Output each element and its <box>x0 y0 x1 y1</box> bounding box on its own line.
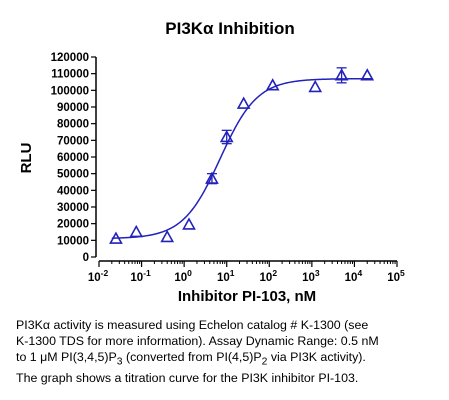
y-tick-label: 40000 <box>57 185 89 197</box>
caption-line-1: PI3Kα activity is measured using Echelon… <box>16 318 369 332</box>
data-point <box>360 68 375 81</box>
y-tick-label: 90000 <box>57 102 89 114</box>
data-point <box>334 68 349 81</box>
fit-curve <box>111 77 372 239</box>
x-tick-label: 101 <box>217 268 235 284</box>
data-point <box>236 96 251 109</box>
x-tick-label: 10-2 <box>88 268 109 284</box>
data-points <box>109 67 375 244</box>
caption-line-4: The graph shows a titration curve for th… <box>16 371 359 386</box>
caption-line-2: K-1300 TDS for more information). Assay … <box>16 334 379 348</box>
data-point <box>265 78 280 91</box>
data-point <box>219 129 234 143</box>
data-point <box>129 224 144 238</box>
y-tick-label: 20000 <box>57 219 89 231</box>
x-axis: 10-2 10-1 100 101 102 103 104 105 <box>88 260 405 284</box>
y-tick-label: 70000 <box>57 135 89 147</box>
data-point <box>182 217 196 230</box>
x-tick-label: 10-1 <box>130 268 151 284</box>
data-point <box>308 79 323 93</box>
y-tick-label: 110000 <box>51 69 89 81</box>
y-tick-label: 60000 <box>57 152 89 164</box>
x-tick-label: 104 <box>345 268 363 284</box>
caption-line-3: to 1 μM PI(3,4,5)P3 (converted from PI(4… <box>16 350 366 368</box>
x-tick-label: 105 <box>387 268 405 284</box>
chart: PI3Kα Inhibition 0 10000 20000 30000 40000 50… <box>18 19 405 305</box>
x-tick-label: 102 <box>260 268 278 284</box>
y-axis-label: RLU <box>18 143 35 174</box>
y-tick-label: 30000 <box>57 202 89 214</box>
x-axis-label: Inhibitor PI-103, nM <box>178 288 316 305</box>
y-tick-label: 120000 <box>51 52 89 64</box>
data-point <box>109 231 123 244</box>
x-tick-label: 103 <box>302 268 320 284</box>
y-tick-label: 10000 <box>57 235 89 247</box>
y-tick-label: 50000 <box>57 169 89 181</box>
data-point <box>205 171 219 184</box>
y-tick-label: 80000 <box>57 119 89 131</box>
data-point <box>160 229 175 243</box>
y-tick-label: 0 <box>83 252 89 264</box>
caption: PI3Kα activity is measured using Echelon… <box>16 317 436 386</box>
chart-title: PI3Kα Inhibition <box>165 19 294 38</box>
y-tick-label: 100000 <box>51 85 89 97</box>
y-axis: 0 10000 20000 30000 40000 50000 60000 70000 8000… <box>51 52 97 264</box>
x-tick-label: 100 <box>174 268 192 284</box>
